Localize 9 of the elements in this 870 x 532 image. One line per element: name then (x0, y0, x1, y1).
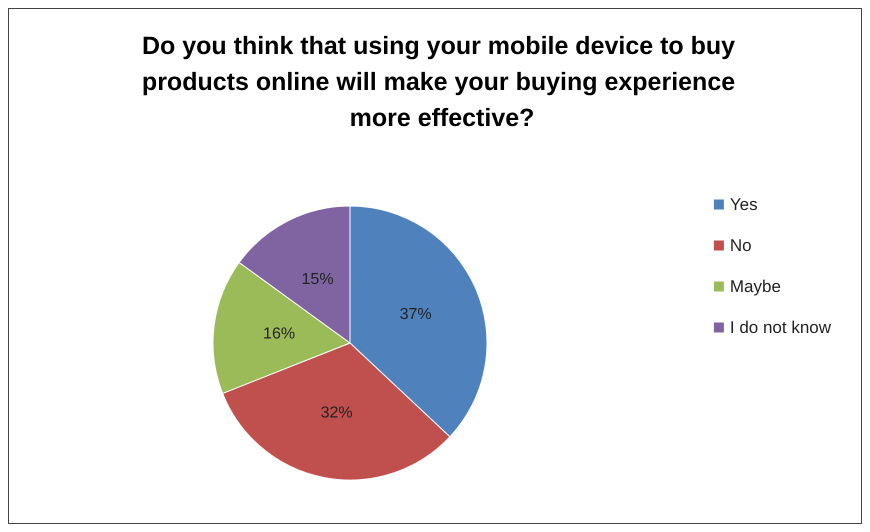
data-label: 37% (400, 306, 432, 324)
data-label: 32% (320, 404, 353, 422)
chart-title: Do you think that using your mobile device to buy products online will make your buying experience more effective? (142, 32, 742, 132)
legend-label: No (730, 236, 752, 255)
data-label: 15% (302, 270, 334, 288)
data-label: 16% (263, 326, 296, 343)
legend-label: Maybe (730, 277, 781, 296)
legend-label: I do not know (730, 318, 832, 337)
legend-label: Yes (730, 195, 758, 214)
